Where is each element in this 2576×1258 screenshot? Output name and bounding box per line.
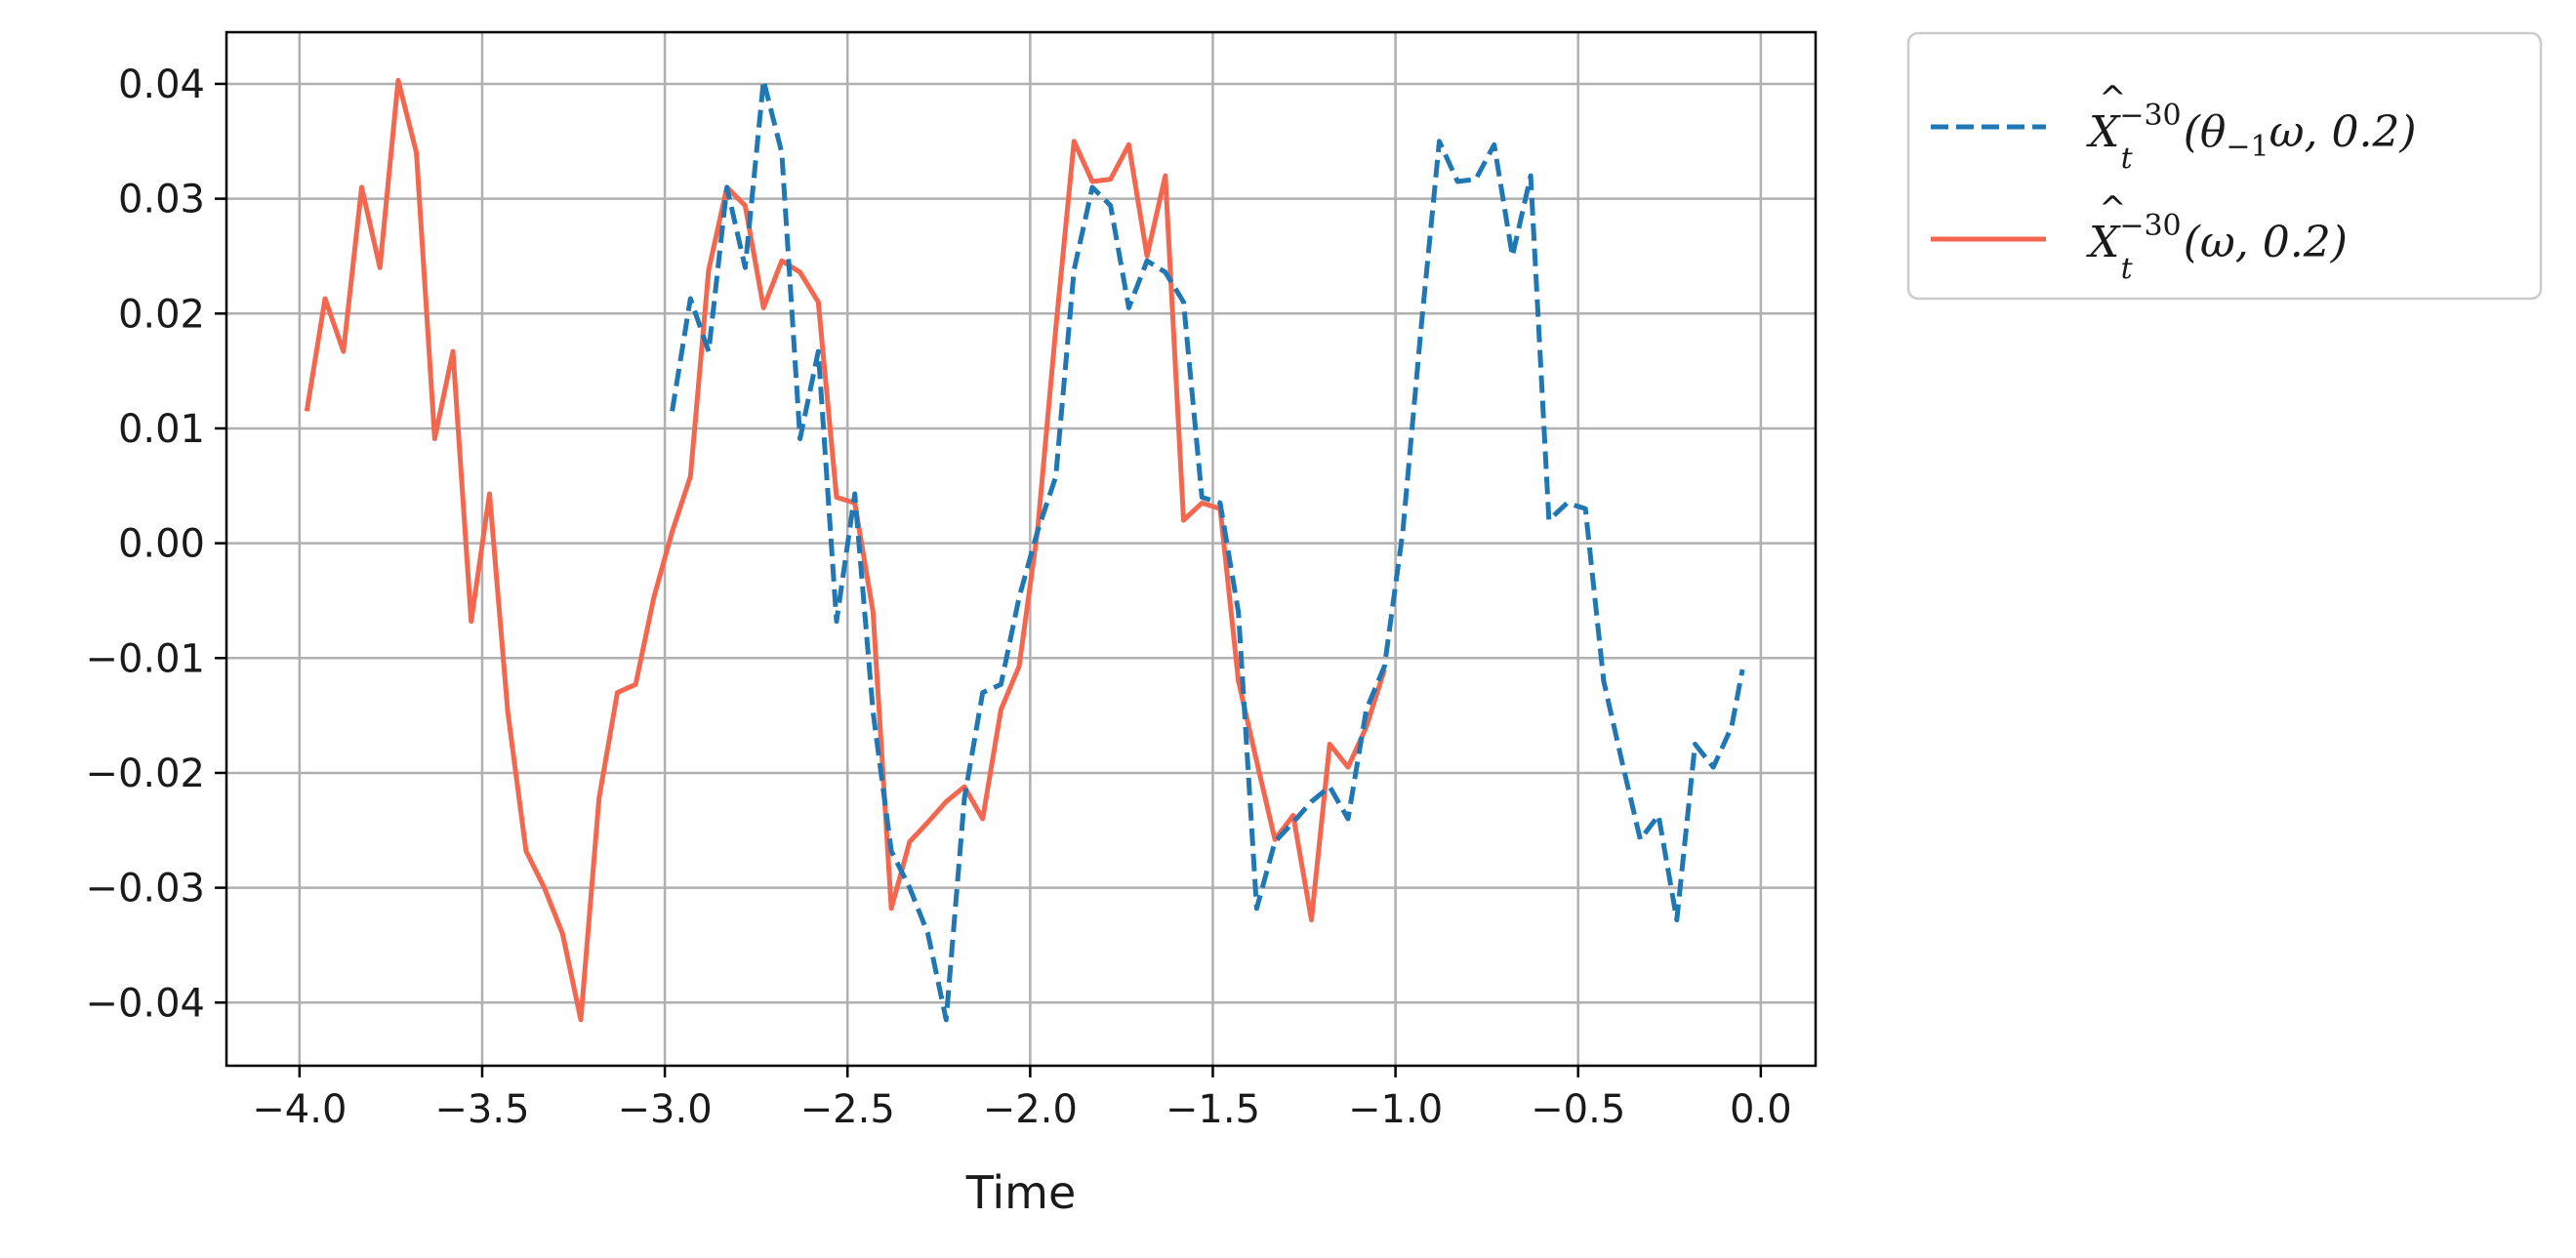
y-tick-label: −0.01 <box>85 636 205 681</box>
y-tick-label: 0.02 <box>118 292 205 337</box>
legend-item-2: X−30 t(ω, 0.2) <box>1931 209 2348 286</box>
series-layer <box>304 77 1745 1023</box>
legend-item-1: X−30 t(θ−1ω, 0.2) <box>1931 99 2417 176</box>
x-axis-title: Time <box>965 1166 1077 1219</box>
legend-box <box>1906 31 2543 301</box>
y-tick-label: 0.04 <box>118 62 205 107</box>
x-tick-label: −2.5 <box>800 1087 895 1132</box>
y-tick-label: 0.03 <box>118 178 205 223</box>
legend-label-2: X−30 t(ω, 0.2) <box>2086 209 2348 286</box>
y-axis: 0.04 0.03 0.02 0.01 0.00 −0.01 −0.02 −0.03 −0.04 <box>85 62 226 1026</box>
hat-accent-2: ^ <box>2099 189 2127 228</box>
x-tick-label: −0.5 <box>1531 1087 1625 1132</box>
y-tick-label: −0.04 <box>85 981 205 1026</box>
y-tick-label: −0.03 <box>85 867 205 912</box>
x-tick-label: −3.0 <box>618 1087 713 1132</box>
x-tick-label: 0.0 <box>1730 1087 1792 1132</box>
legend-label-1: X−30 t(θ−1ω, 0.2) <box>2086 99 2417 176</box>
x-axis: −4.0 −3.5 −3.0 −2.5 −2.0 −1.5 −1.0 −0.5 0.0 <box>252 1066 1792 1132</box>
series-line-original <box>304 77 1387 1023</box>
y-tick-label: −0.02 <box>85 751 205 796</box>
x-tick-label: −1.0 <box>1348 1087 1443 1132</box>
x-tick-label: −3.5 <box>434 1087 529 1132</box>
series-line-shifted <box>670 77 1745 1023</box>
x-tick-label: −1.5 <box>1165 1087 1260 1132</box>
x-tick-label: −4.0 <box>252 1087 347 1132</box>
hat-accent-1: ^ <box>2099 79 2127 118</box>
plot-frame <box>225 30 1818 1068</box>
x-tick-label: −2.0 <box>983 1087 1078 1132</box>
y-tick-label: 0.01 <box>118 407 205 452</box>
y-tick-label: 0.00 <box>118 522 205 567</box>
legend: X−30 t(θ−1ω, 0.2) X−30 t(ω, 0.2) ^ ^ <box>1906 31 2543 301</box>
